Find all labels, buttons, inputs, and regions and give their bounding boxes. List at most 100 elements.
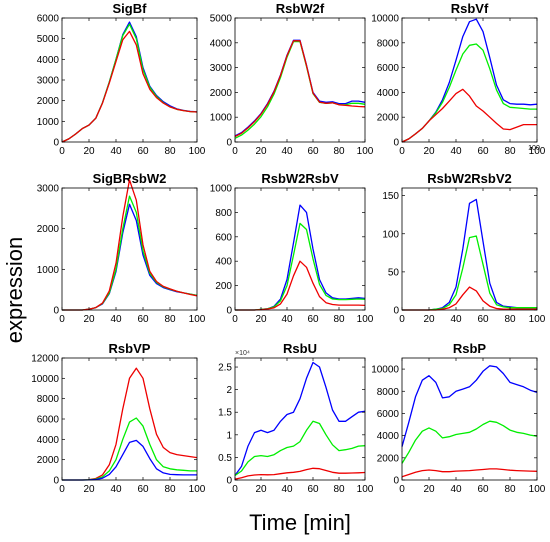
y-tick-label: 3000 <box>37 184 60 195</box>
panel-title: RsbVf <box>451 1 489 16</box>
x-tick-label: 20 <box>83 146 95 157</box>
y-tick-label: 4000 <box>377 88 400 99</box>
series-line-blue <box>62 439 197 481</box>
y-tick-label: 8000 <box>377 38 400 49</box>
y-tick-label: 4000 <box>37 435 60 446</box>
y-tick-label: 2000 <box>377 453 400 464</box>
y-tick-label: 5000 <box>37 34 60 45</box>
series-line-green <box>234 40 366 139</box>
x-tick-label: 80 <box>333 484 345 495</box>
y-tick-label: 8000 <box>377 387 400 398</box>
x-tick-label: 0 <box>59 484 65 495</box>
x-tick-label: 100 <box>357 146 374 157</box>
series-line-blue <box>402 198 537 311</box>
x-tick-label: 40 <box>281 146 293 157</box>
y-tick-label: 400 <box>215 257 232 268</box>
x-tick-label: 80 <box>333 146 345 157</box>
x-tick-label: 20 <box>255 484 267 495</box>
panel-title: SigBRsbW2 <box>93 171 167 186</box>
y-tick-label: 800 <box>215 208 232 219</box>
x-tick-label: 80 <box>333 314 345 325</box>
y-tick-label: 0 <box>393 476 399 487</box>
x-tick-label: 100 <box>189 146 206 157</box>
x-tick-label: 0 <box>59 314 65 325</box>
y-tick-label: 2000 <box>37 96 60 107</box>
y-tick-label: 2000 <box>37 224 60 235</box>
series-line-red <box>235 260 366 311</box>
series-line-blue <box>401 365 538 447</box>
y-tick-label: 4000 <box>210 38 233 49</box>
x-tick-label: 60 <box>477 314 489 325</box>
x-tick-label: 60 <box>307 146 319 157</box>
y-axis-label: expression <box>2 237 27 343</box>
x-tick-label: 60 <box>137 146 149 157</box>
x-tick-label: 100 <box>189 314 206 325</box>
y-tick-label: 4000 <box>37 55 60 66</box>
y-tick-label: 6000 <box>37 415 60 426</box>
series-line-green <box>235 222 366 311</box>
series-line-green <box>402 235 537 311</box>
x-axis-label: Time [min] <box>249 510 351 535</box>
x-tick-label: 40 <box>110 146 122 157</box>
plot-frame <box>401 187 538 311</box>
x-tick-label: 60 <box>477 146 489 157</box>
series-line-green <box>62 417 197 481</box>
panel-rsbu: RsbU 0 20 40 60 80 100 0 0.5 1 1.5 2 2.5×10⁴ <box>218 341 374 495</box>
y-tick-label: 3000 <box>210 63 233 74</box>
x-tick-label: 40 <box>450 146 462 157</box>
y-tick-label: 0 <box>53 306 59 317</box>
panel-title: RsbW2RsbV2 <box>427 171 512 186</box>
y-tick-label: 600 <box>215 232 232 243</box>
y-tick-label: 50 <box>388 267 400 278</box>
x-tick-label: 20 <box>423 484 435 495</box>
series-line-blue <box>234 361 366 476</box>
y-tick-label: 0 <box>226 476 232 487</box>
y-tick-label: 2000 <box>377 113 400 124</box>
series-line-red <box>402 286 537 311</box>
x-tick-label: 60 <box>137 484 149 495</box>
y-tick-label: 0 <box>393 138 399 149</box>
panel-title: RsbU <box>283 341 317 356</box>
y-tick-label: 0 <box>226 306 232 317</box>
y-tick-label: 2 <box>226 385 232 396</box>
x-tick-label: 0 <box>59 146 65 157</box>
y-tick-label: 10000 <box>371 365 399 376</box>
x-tick-label: 20 <box>255 314 267 325</box>
x-tick-label: 60 <box>307 484 319 495</box>
y-tick-label: 150 <box>382 191 399 202</box>
y-tick-label: 0 <box>226 138 232 149</box>
x-tick-label: 100 <box>529 484 546 495</box>
series-line-red <box>401 468 538 478</box>
series-line-red <box>62 367 198 481</box>
x-tick-label: 40 <box>281 314 293 325</box>
y-tick-label: 6000 <box>37 14 60 25</box>
x-tick-label: 40 <box>110 484 122 495</box>
x-tick-label: 100 <box>529 146 546 157</box>
y-tick-label: 1000 <box>37 117 60 128</box>
y-tick-label: 3000 <box>37 76 60 87</box>
series-line-green <box>234 420 366 477</box>
x-tick-label: 40 <box>110 314 122 325</box>
x-tick-label: 0 <box>399 314 405 325</box>
series-line-blue <box>235 204 366 311</box>
y-tick-label: 2000 <box>37 455 60 466</box>
x-tick-label: 20 <box>83 484 95 495</box>
series-line-red <box>401 88 537 143</box>
x-tick-label: 80 <box>164 314 176 325</box>
y-tick-label: 10000 <box>371 14 399 25</box>
series-line-blue <box>401 18 538 143</box>
y-tick-label: 1000 <box>37 265 60 276</box>
y-tick-label: 1 <box>226 430 232 441</box>
plot-frame <box>401 17 538 143</box>
x-tick-label: 60 <box>137 314 149 325</box>
panel-title: RsbW2RsbV <box>261 171 339 186</box>
y-tick-label: 0 <box>53 476 59 487</box>
plot-frame <box>61 357 198 481</box>
y-tick-label: 8000 <box>37 394 60 405</box>
x-tick-label: 40 <box>281 484 293 495</box>
x-tick-label: 20 <box>255 146 267 157</box>
x-tick-label: 20 <box>83 314 95 325</box>
y-tick-label: 2000 <box>210 88 233 99</box>
